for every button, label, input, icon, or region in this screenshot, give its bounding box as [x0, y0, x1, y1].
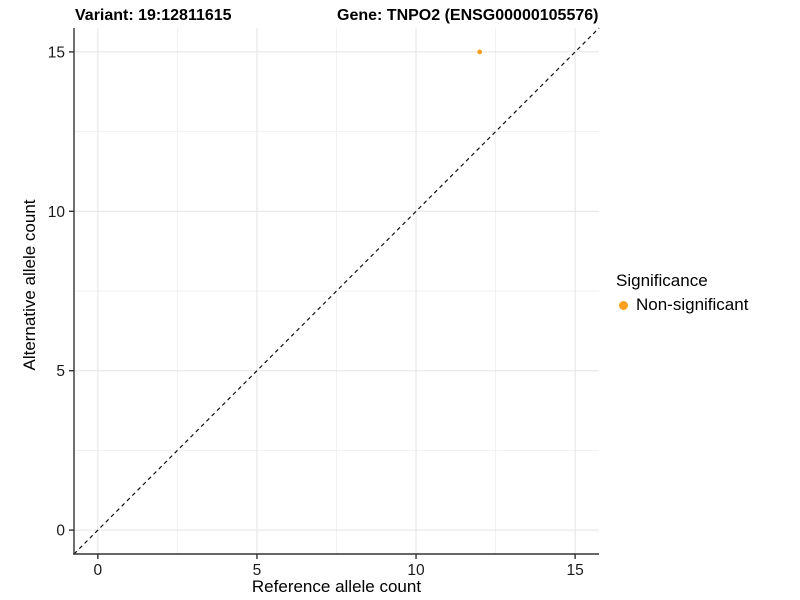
- chart-title-variant: Variant: 19:12811615: [75, 7, 232, 24]
- legend: Significance Non-significant: [616, 271, 748, 315]
- data-point: [477, 49, 483, 55]
- x-tick-label: 15: [567, 562, 584, 579]
- x-tick-label: 5: [253, 562, 262, 579]
- x-tick-label: 0: [94, 562, 103, 579]
- y-tick-label: 5: [56, 363, 65, 380]
- y-tick-label: 10: [48, 204, 66, 221]
- y-axis-title: Alternative allele count: [20, 199, 39, 371]
- x-tick-label: 10: [407, 562, 425, 579]
- legend-entry: Non-significant: [616, 295, 748, 315]
- identity-line: [73, 27, 600, 555]
- legend-title: Significance: [616, 271, 708, 290]
- legend-entry-label: Non-significant: [636, 295, 749, 314]
- y-tick-label: 0: [56, 523, 65, 540]
- legend-key-dot-icon: [619, 300, 628, 310]
- y-tick-label: 15: [48, 44, 65, 61]
- chart-title-gene: Gene: TNPO2 (ENSG00000105576): [337, 7, 599, 24]
- x-axis-title: Reference allele count: [251, 577, 422, 596]
